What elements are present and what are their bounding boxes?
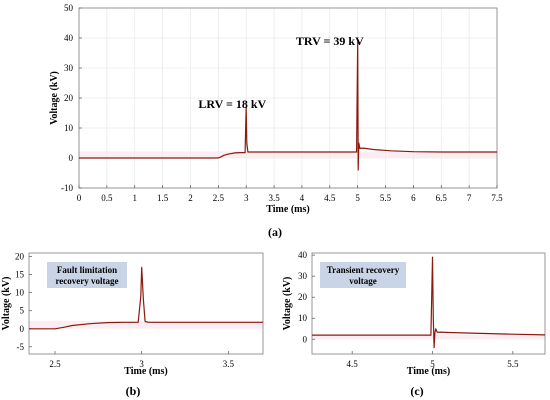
signal-band <box>29 320 263 329</box>
annotation-box-label: Transient recovery voltage <box>327 265 400 286</box>
x-axis-label: Time (ms) <box>266 204 309 215</box>
annotation-box <box>47 262 127 288</box>
x-tick-label: 4 <box>300 193 305 203</box>
plot-frame <box>28 252 264 355</box>
x-tick-label: 6 <box>411 193 416 203</box>
y-tick-label: 0 <box>20 324 25 334</box>
y-tick-label: 0 <box>69 153 74 163</box>
plot-b: 2.5 3 3.5 -5 0 5 10 15 20 Time (ms) Voltage (kV) Fa… <box>1 252 264 377</box>
x-tick-label: 3 <box>139 359 144 369</box>
x-tick-label: 2 <box>188 193 193 203</box>
x-tick-label: 3.5 <box>268 193 280 203</box>
signal-band <box>312 334 545 340</box>
x-tick-label: 6.5 <box>436 193 448 203</box>
x-tick-label: 7.5 <box>491 193 503 203</box>
x-tick-label: 2.5 <box>213 193 225 203</box>
y-axis-label: Voltage (kV) <box>282 277 293 331</box>
signal-band <box>79 151 497 158</box>
y-tick-label: 50 <box>64 3 74 13</box>
y-tick-label: -10 <box>61 183 73 193</box>
peak-annotation: LRV = 18 kV <box>198 97 266 111</box>
x-tick-label: 1 <box>132 193 137 203</box>
y-tick-label: 5 <box>20 306 25 316</box>
y-tick-label: 10 <box>64 123 74 133</box>
annotation-box-line: Transient recovery <box>327 265 400 275</box>
y-tick-label: 10 <box>15 288 25 298</box>
plot-frame <box>311 252 546 355</box>
y-tick-label: 30 <box>298 271 308 281</box>
y-tick-label: 10 <box>298 313 308 323</box>
annotation-box-line: voltage <box>349 276 377 286</box>
x-axis-label: Time (ms) <box>124 366 167 377</box>
y-axis-label: Voltage (kV) <box>49 71 60 125</box>
x-tick-label: 4.5 <box>324 193 336 203</box>
voltage-trace <box>79 40 497 171</box>
y-tick-label: 20 <box>15 252 25 262</box>
voltage-trace <box>312 256 546 349</box>
annotation-box-label: Fault limitation recovery voltage <box>55 265 118 286</box>
x-tick-label: 3.5 <box>223 359 235 369</box>
x-tick-label: 4.5 <box>347 359 359 369</box>
y-tick-label: 40 <box>64 33 74 43</box>
annotation-box <box>320 262 406 288</box>
x-tick-label: 0.5 <box>101 193 113 203</box>
x-axis-label: Time (ms) <box>407 366 450 377</box>
x-tick-label: 5.5 <box>380 193 392 203</box>
x-tick-label: 1.5 <box>157 193 169 203</box>
y-axis-label: Voltage (kV) <box>1 277 12 331</box>
annotation-box-line: Fault limitation <box>57 265 117 275</box>
plot-a: 0 0.5 1 1.5 2 2.5 3 3.5 4 4.5 5 5.5 6 6.5 7 7.5 -10 0 10 20… <box>49 3 503 215</box>
y-tick-label: 0 <box>303 334 308 344</box>
x-tick-label: 5.5 <box>507 359 519 369</box>
annotation-box-line: recovery voltage <box>55 276 118 286</box>
caption-b: (b) <box>126 384 141 398</box>
x-tick-label: 0 <box>77 193 82 203</box>
y-tick-label: 20 <box>64 93 74 103</box>
x-tick-label: 5 <box>430 359 435 369</box>
x-tick-label: 2.5 <box>49 359 61 369</box>
y-tick-label: 20 <box>298 292 308 302</box>
x-tick-label: 5 <box>355 193 360 203</box>
caption-c: (c) <box>410 384 423 398</box>
x-tick-label: 3 <box>244 193 249 203</box>
x-tick-label: 7 <box>467 193 472 203</box>
y-tick-label: -5 <box>17 342 25 352</box>
caption-a: (a) <box>268 225 282 239</box>
y-tick-label: 30 <box>64 63 74 73</box>
plot-c: 4.5 5 5.5 0 10 20 30 40 Time (ms) Voltage (kV) Tra… <box>282 250 546 377</box>
y-tick-label: 40 <box>298 250 308 260</box>
voltage-trace <box>29 266 263 330</box>
y-tick-label: 15 <box>15 270 25 280</box>
peak-annotation: TRV = 39 kV <box>296 34 364 48</box>
